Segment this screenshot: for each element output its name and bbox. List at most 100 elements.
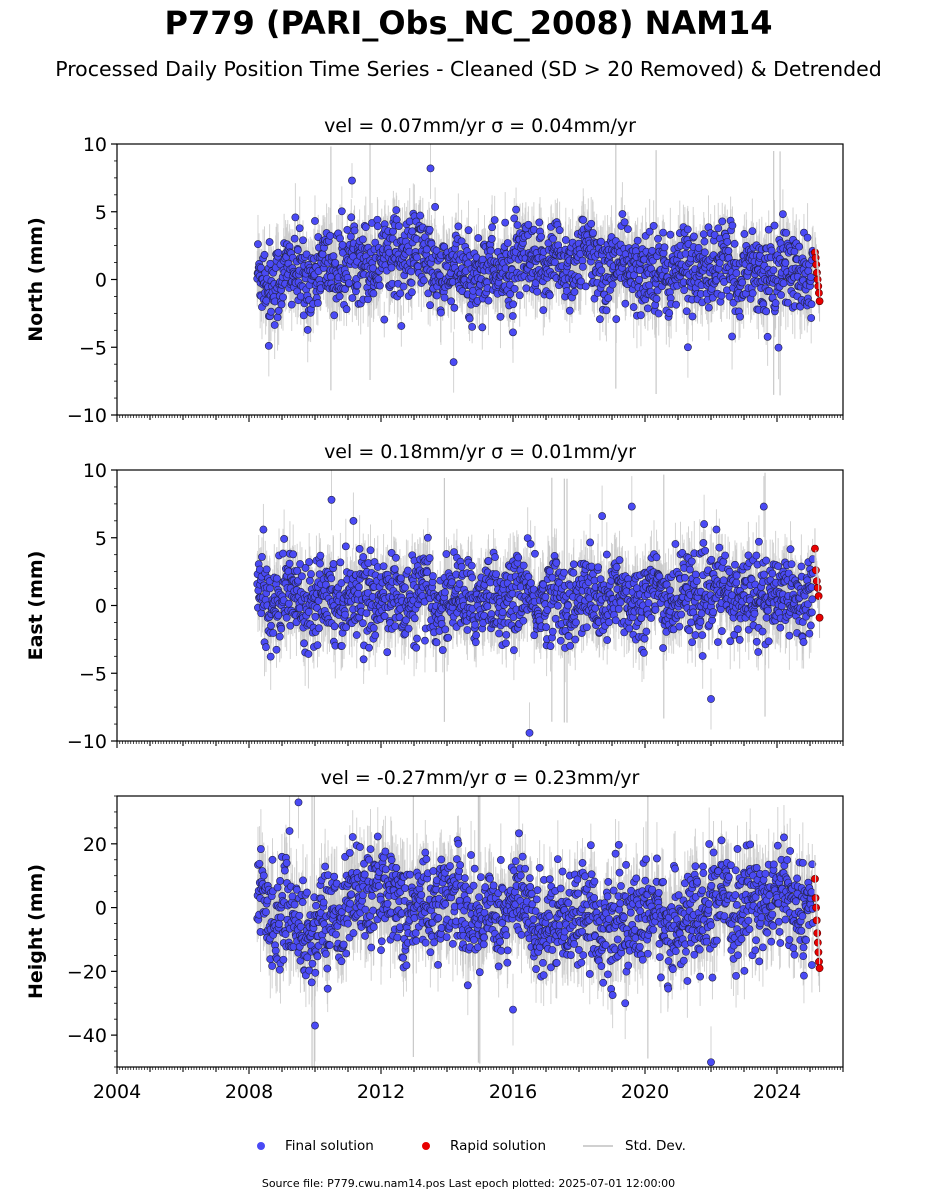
final-point: [350, 226, 359, 235]
final-point: [264, 341, 273, 350]
final-point: [270, 321, 279, 329]
final-point: [777, 291, 785, 299]
final-point: [313, 299, 322, 307]
final-point: [715, 259, 724, 267]
final-point: [784, 298, 792, 307]
final-point: [596, 315, 604, 324]
final-point: [279, 293, 287, 302]
final-point: [654, 234, 662, 243]
plot-area-east: [253, 470, 824, 741]
final-point: [604, 294, 613, 302]
final-point: [699, 230, 708, 239]
final-point: [266, 584, 274, 593]
final-point: [273, 313, 282, 322]
final-point: [724, 247, 733, 255]
final-point: [454, 222, 463, 231]
final-point: [336, 234, 344, 243]
final-point: [399, 282, 408, 291]
final-point: [577, 277, 585, 286]
final-point: [396, 289, 405, 298]
final-point: [419, 276, 428, 285]
final-point: [649, 222, 658, 230]
final-point: [262, 565, 271, 574]
final-point: [337, 207, 346, 216]
final-point: [767, 246, 776, 255]
final-point: [257, 609, 266, 618]
final-point: [762, 307, 771, 316]
final-point: [524, 220, 533, 229]
y-axis-label-north: North (mm): [25, 217, 47, 342]
final-point: [508, 312, 517, 320]
final-point: [608, 280, 617, 289]
final-point: [774, 343, 783, 352]
final-point: [597, 237, 605, 246]
final-point: [587, 219, 596, 228]
final-point: [488, 223, 497, 232]
final-point: [738, 278, 747, 287]
final-point: [394, 222, 403, 230]
final-point: [265, 238, 274, 246]
final-point: [484, 296, 493, 305]
final-point: [347, 213, 356, 222]
final-point: [464, 226, 473, 235]
final-point: [290, 234, 299, 243]
final-point: [688, 312, 697, 321]
final-point: [496, 312, 505, 321]
rapid-point: [814, 282, 823, 291]
final-point: [426, 301, 434, 310]
final-point: [539, 306, 548, 315]
final-point: [782, 228, 791, 237]
final-point: [666, 230, 675, 239]
final-point: [579, 216, 588, 224]
final-point: [509, 300, 518, 309]
final-point: [740, 230, 749, 238]
final-point: [660, 243, 669, 252]
final-point: [763, 332, 772, 341]
final-point: [266, 259, 275, 268]
final-point: [468, 322, 477, 331]
final-point: [635, 275, 644, 284]
final-point: [291, 213, 300, 222]
final-point: [348, 294, 357, 302]
final-point: [570, 288, 579, 296]
plot-area-north: [253, 144, 824, 396]
final-point: [803, 233, 812, 242]
final-point: [361, 223, 370, 232]
final-point: [478, 323, 487, 332]
final-point: [565, 306, 574, 315]
final-point: [510, 214, 519, 223]
final-point: [259, 525, 268, 534]
final-point: [672, 300, 681, 309]
final-point: [274, 306, 283, 315]
final-point: [437, 308, 445, 317]
final-point: [331, 259, 340, 267]
final-point: [535, 218, 544, 227]
final-point: [258, 553, 266, 561]
final-point: [730, 239, 739, 248]
final-point: [509, 328, 517, 337]
final-point: [549, 234, 557, 243]
final-point: [710, 231, 719, 239]
final-point: [348, 176, 356, 185]
final-point: [629, 303, 638, 311]
final-point: [425, 225, 434, 234]
final-point: [376, 281, 384, 290]
final-point: [422, 245, 431, 254]
final-point: [397, 322, 406, 330]
final-point: [533, 287, 542, 296]
final-point: [413, 253, 421, 262]
final-point: [277, 300, 286, 309]
final-point: [728, 332, 736, 341]
final-point: [341, 285, 349, 293]
final-point: [474, 234, 483, 242]
final-point: [449, 358, 458, 367]
final-point: [335, 292, 344, 301]
final-point: [643, 304, 652, 313]
final-point: [256, 263, 265, 272]
y-tick-label: 10: [83, 134, 107, 156]
final-point: [486, 246, 495, 255]
final-point: [781, 259, 790, 267]
rapid-point: [815, 297, 824, 306]
